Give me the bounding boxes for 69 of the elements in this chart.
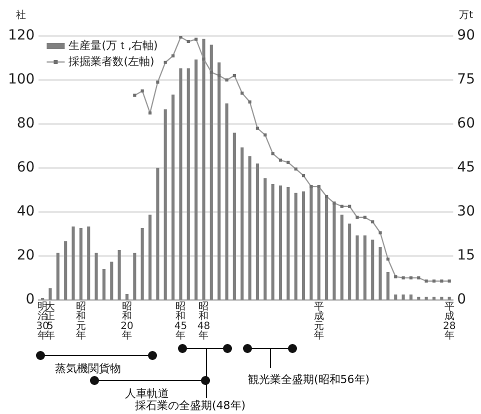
point xyxy=(440,280,444,283)
point xyxy=(232,74,236,78)
point xyxy=(294,167,298,171)
point xyxy=(194,38,198,41)
point xyxy=(348,204,352,208)
point xyxy=(210,70,213,74)
y2-tick-label: 60 xyxy=(457,116,476,132)
point xyxy=(186,40,190,44)
y-tick-label: 100 xyxy=(8,72,35,88)
point xyxy=(278,158,282,162)
y2-tick-label: 90 xyxy=(457,28,476,44)
point xyxy=(140,89,144,93)
text: 観光業全盛期(昭和56年) xyxy=(248,372,370,387)
point xyxy=(394,275,398,278)
y-tick-label: 20 xyxy=(16,247,35,264)
y2-tick-label: 45 xyxy=(457,160,476,176)
point xyxy=(148,111,152,114)
legend-label: 生産量(万ｔ,右軸) xyxy=(68,38,158,52)
point xyxy=(371,220,374,224)
point xyxy=(286,160,290,164)
point xyxy=(256,126,260,130)
y2-tick-label: 75 xyxy=(457,72,476,88)
y-tick-label: 40 xyxy=(16,204,35,220)
y2-tick-label: 0 xyxy=(457,291,466,308)
point xyxy=(179,36,182,39)
text: 採石業の全盛期(48年) xyxy=(135,399,246,413)
x-tick-label: 昭和元年 xyxy=(76,301,86,342)
point xyxy=(363,216,366,219)
point xyxy=(317,185,320,188)
y-axis-title: 社 xyxy=(16,9,26,21)
point xyxy=(424,280,428,283)
point xyxy=(171,54,175,58)
point xyxy=(386,258,390,261)
x-tick-label: 昭和45年 xyxy=(174,301,188,342)
y2-axis-title: 万t xyxy=(459,10,474,21)
point xyxy=(448,280,451,283)
y-tick-label: 60 xyxy=(16,160,35,176)
y-tick-label: 0 xyxy=(26,291,35,308)
y2-tick-label: 15 xyxy=(457,247,476,264)
point xyxy=(264,133,267,136)
point xyxy=(340,204,344,208)
point xyxy=(409,276,413,280)
y-tick-label: 120 xyxy=(8,28,35,44)
point xyxy=(324,194,328,198)
text: 蒸気機関貨物 xyxy=(55,361,121,376)
x-tick-label: 平成28年 xyxy=(442,301,456,342)
legend-label: 採掘業者数(左軸) xyxy=(68,54,154,68)
x-tick-label: 昭和20年 xyxy=(120,301,134,342)
point xyxy=(402,276,405,280)
point xyxy=(240,92,244,95)
y-tick-label: 80 xyxy=(16,116,35,132)
point xyxy=(356,216,359,219)
point xyxy=(432,280,436,283)
x-tick-label: 平成元年 xyxy=(314,301,324,342)
point xyxy=(271,152,274,156)
x-tick-label: 昭和48年 xyxy=(197,301,210,342)
point xyxy=(156,80,160,84)
point xyxy=(225,78,228,82)
point xyxy=(248,100,252,104)
y2-tick-label: 30 xyxy=(457,204,476,220)
point xyxy=(417,276,420,280)
point xyxy=(310,185,313,188)
point xyxy=(218,74,221,78)
point xyxy=(164,60,167,64)
text: 人車軌道 xyxy=(125,386,169,400)
point xyxy=(332,202,336,205)
point xyxy=(302,174,306,178)
point xyxy=(378,231,382,234)
point xyxy=(133,94,136,97)
